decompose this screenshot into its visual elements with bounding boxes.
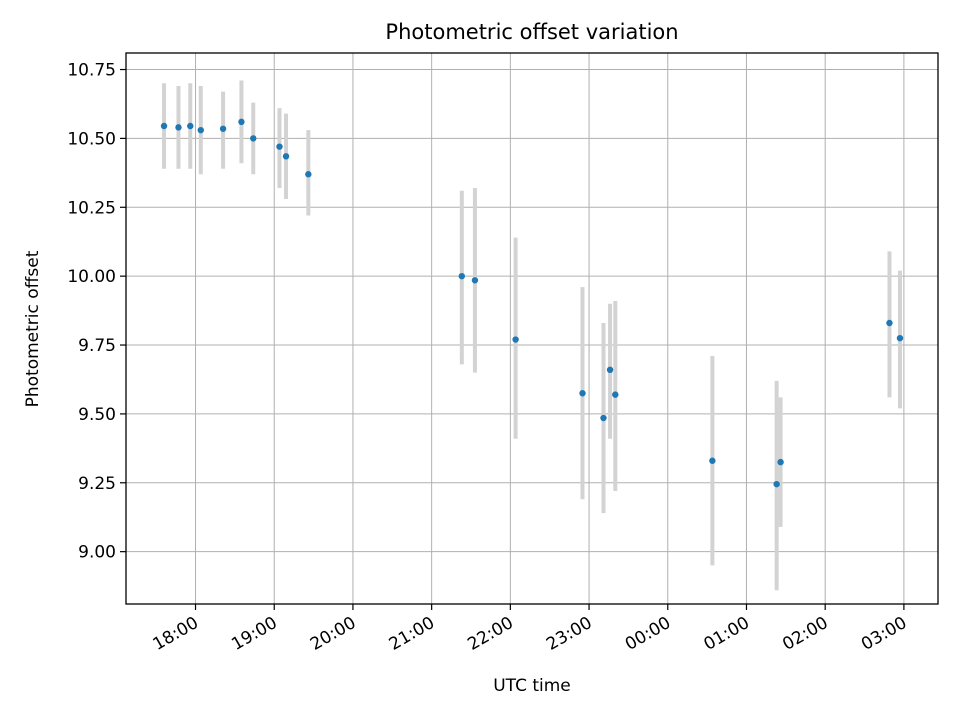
y-tick-label: 10.25	[67, 198, 116, 218]
y-tick-label: 10.50	[67, 129, 116, 149]
data-point	[606, 366, 614, 374]
data-point	[471, 277, 479, 284]
y-tick-label: 9.50	[78, 405, 116, 425]
y-tick-label: 9.25	[78, 474, 116, 494]
data-point	[773, 480, 780, 488]
data-point	[777, 458, 784, 466]
data-point	[709, 457, 716, 464]
chart-title: Photometric offset variation	[385, 20, 678, 44]
data-point	[175, 124, 182, 131]
x-axis-label: UTC time	[493, 676, 571, 696]
data-point	[886, 319, 893, 327]
data-point	[896, 334, 904, 342]
data-point	[612, 391, 619, 398]
data-point	[219, 125, 227, 132]
data-point	[250, 135, 257, 142]
data-point	[579, 390, 586, 397]
data-point	[238, 118, 245, 126]
data-point	[458, 272, 466, 280]
data-point	[197, 126, 204, 134]
y-tick-label: 9.00	[78, 543, 116, 563]
y-tick-label: 9.75	[78, 336, 116, 356]
plot-frame	[125, 52, 939, 605]
data-point	[187, 122, 194, 130]
data-point	[305, 171, 312, 178]
y-tick-label: 10.75	[67, 61, 116, 81]
data-points	[160, 118, 904, 488]
data-point	[600, 414, 607, 422]
data-point	[160, 122, 168, 130]
data-point	[276, 143, 283, 150]
y-axis: 9.00 9.25 9.50 9.75 10.00 10.25 10.50 10.75	[67, 61, 126, 563]
grid	[126, 53, 938, 604]
y-axis-label: Photometric offset	[23, 250, 43, 407]
data-point	[512, 336, 519, 343]
data-point	[282, 153, 290, 160]
y-tick-label: 10.00	[67, 267, 116, 287]
